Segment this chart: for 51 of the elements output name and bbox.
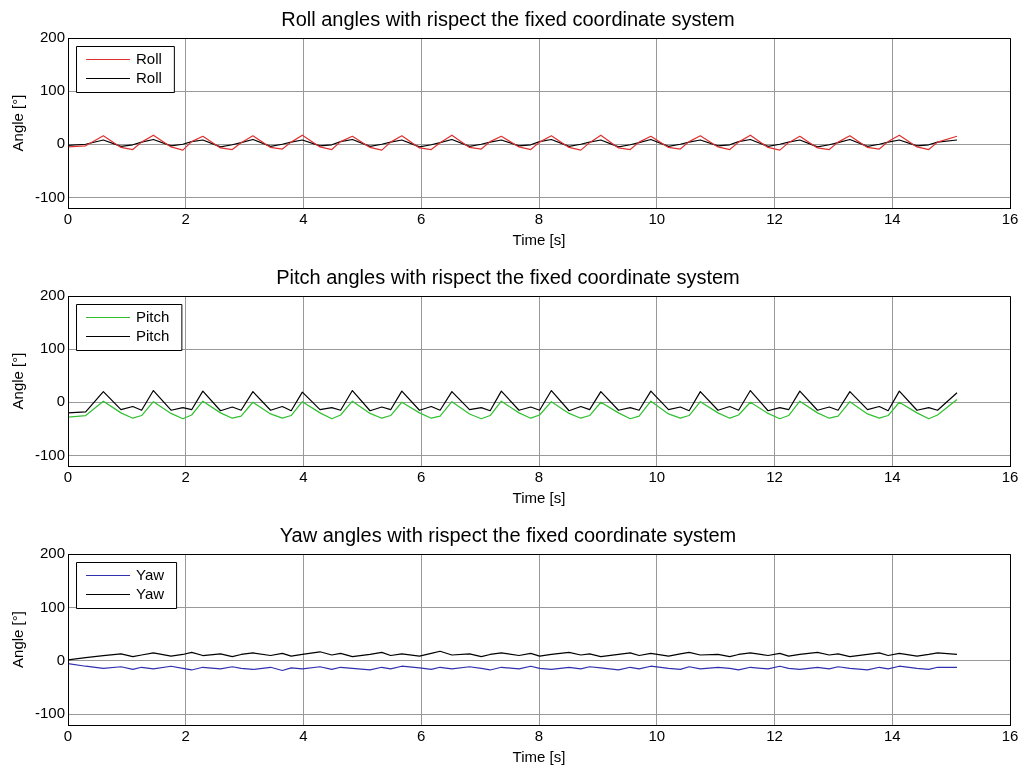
x-tick-label: 12 (766, 727, 783, 745)
chart-title: Roll angles with rispect the fixed coordinate system (281, 7, 735, 30)
x-tick-label: 2 (181, 727, 190, 745)
y-axis-title: Angle [°] (9, 94, 27, 152)
x-tick-label: 12 (766, 468, 783, 486)
legend-label: Yaw (136, 565, 165, 583)
chart-title: Yaw angles with rispect the fixed coordinate system (279, 523, 737, 546)
x-tick-label: 4 (299, 210, 308, 228)
legend-label: Pitch (136, 326, 170, 344)
x-tick-label: 14 (883, 468, 901, 486)
x-tick-label: 2 (181, 468, 190, 486)
x-tick-label: 8 (534, 468, 544, 486)
chart-title: Pitch angles with rispect the fixed coordinate system (276, 265, 740, 288)
y-tick-label: 200 (39, 286, 66, 304)
x-tick-label: 4 (299, 468, 308, 486)
legend-label: Roll (136, 49, 162, 67)
legend-label: Yaw (136, 584, 165, 602)
y-tick-label: -100 (34, 704, 66, 722)
x-axis-title: Time [s] (512, 489, 566, 507)
x-tick-label: 6 (417, 210, 426, 228)
x-tick-label: 6 (417, 468, 426, 486)
y-tick-label: 200 (39, 544, 66, 562)
x-axis-title: Time [s] (512, 748, 566, 766)
x-tick-label: 10 (648, 468, 666, 486)
x-tick-label: 16 (1001, 210, 1019, 228)
y-tick-label: -100 (34, 187, 66, 205)
x-tick-label: 16 (1001, 468, 1019, 486)
y-tick-label: 100 (39, 597, 66, 615)
x-tick-label: 8 (534, 727, 544, 745)
y-tick-label: 0 (56, 134, 66, 152)
x-axis-title: Time [s] (512, 231, 566, 249)
y-tick-label: 100 (39, 339, 66, 357)
x-tick-label: 10 (648, 210, 666, 228)
x-tick-label: 14 (883, 210, 901, 228)
x-tick-label: 12 (766, 210, 783, 228)
x-tick-label: 4 (299, 727, 308, 745)
x-tick-label: 10 (648, 727, 666, 745)
x-tick-label: 2 (181, 210, 190, 228)
y-tick-label: 0 (56, 651, 66, 669)
y-tick-label: 200 (39, 28, 66, 46)
x-tick-label: 6 (417, 727, 426, 745)
legend-label: Roll (136, 68, 162, 86)
y-axis-title: Angle [°] (9, 611, 27, 668)
y-axis-title: Angle [°] (9, 352, 27, 410)
x-tick-label: 16 (1001, 727, 1019, 745)
y-tick-label: -100 (34, 445, 66, 463)
legend-label: Pitch (136, 307, 170, 325)
x-tick-label: 8 (534, 210, 544, 228)
y-tick-label: 0 (56, 392, 66, 410)
x-tick-label: 14 (883, 727, 901, 745)
y-tick-label: 100 (39, 81, 66, 99)
